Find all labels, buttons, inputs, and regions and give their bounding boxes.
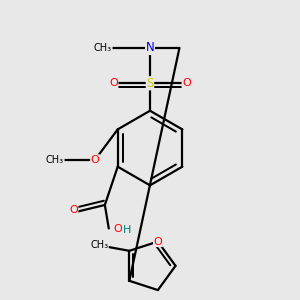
Text: CH₃: CH₃ [94, 43, 112, 53]
Text: CH₃: CH₃ [46, 155, 64, 165]
Text: O: O [182, 78, 191, 88]
Text: O: O [154, 236, 162, 247]
Text: N: N [146, 41, 154, 54]
Text: CH₃: CH₃ [90, 240, 108, 250]
Text: O: O [113, 224, 122, 233]
Text: O: O [109, 78, 118, 88]
Text: O: O [91, 155, 99, 165]
Text: O: O [69, 205, 78, 215]
Text: H: H [123, 226, 131, 236]
Text: S: S [146, 77, 154, 90]
